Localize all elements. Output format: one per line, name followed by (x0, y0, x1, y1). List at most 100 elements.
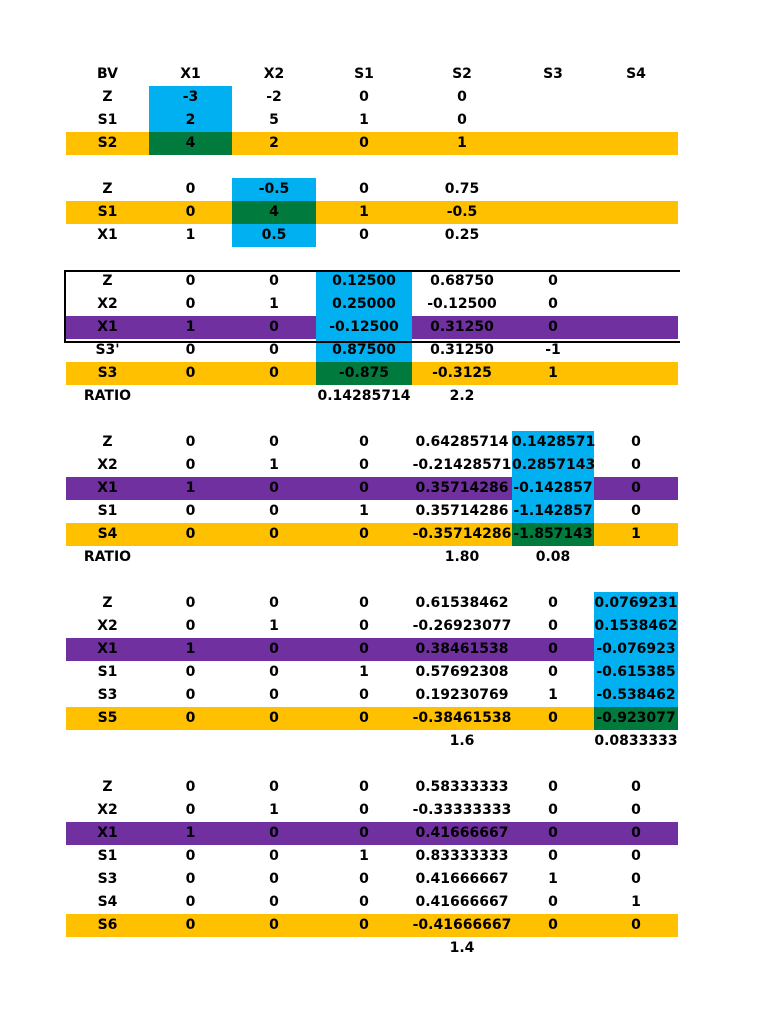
table-cell[interactable]: 0 (269, 434, 279, 450)
table-cell[interactable]: 0 (185, 296, 196, 312)
table-cell[interactable]: 0 (359, 618, 369, 634)
table-cell[interactable]: 0.12500 (316, 270, 412, 293)
basic-variable-cell[interactable]: X2 (97, 802, 118, 818)
basic-variable-cell[interactable]: S1 (97, 848, 118, 864)
table-cell[interactable]: 0 (269, 871, 279, 887)
table-cell[interactable] (149, 385, 232, 408)
table-cell[interactable]: 0 (185, 664, 196, 680)
basic-variable-cell[interactable]: S1 (97, 664, 118, 680)
table-cell[interactable]: 0 (269, 273, 279, 289)
table-cell[interactable]: 0 (269, 917, 279, 933)
table-cell[interactable]: -1.857143 (512, 523, 594, 546)
table-cell[interactable] (232, 408, 316, 431)
basic-variable-cell[interactable]: Z (102, 89, 113, 105)
table-cell[interactable]: 0 (359, 917, 369, 933)
table-cell[interactable]: 0 (269, 894, 279, 910)
table-cell[interactable]: 1 (631, 526, 641, 542)
table-cell[interactable]: 1 (269, 457, 279, 473)
basic-variable-cell[interactable] (66, 247, 149, 270)
basic-variable-cell[interactable]: S1 (97, 503, 118, 519)
table-cell[interactable]: 0 (359, 641, 369, 657)
table-cell[interactable]: 0.68750 (430, 273, 494, 289)
table-cell[interactable] (512, 201, 594, 224)
basic-variable-cell[interactable]: X1 (97, 319, 118, 335)
basic-variable-cell[interactable]: X2 (97, 618, 118, 634)
basic-variable-cell[interactable]: S3 (97, 871, 118, 887)
basic-variable-cell[interactable]: Z (102, 181, 113, 197)
table-cell[interactable] (412, 155, 512, 178)
table-cell[interactable] (512, 224, 594, 247)
table-cell[interactable]: 0 (185, 457, 196, 473)
table-cell[interactable]: 0 (185, 618, 196, 634)
table-cell[interactable] (512, 247, 594, 270)
table-cell[interactable]: 0 (359, 457, 369, 473)
table-cell[interactable]: 1 (359, 112, 369, 128)
table-cell[interactable]: -0.923077 (594, 707, 678, 730)
table-cell[interactable]: -0.538462 (594, 684, 678, 707)
table-cell[interactable]: X1 (180, 66, 201, 82)
table-cell[interactable] (149, 155, 232, 178)
table-cell[interactable]: 0 (185, 848, 196, 864)
table-cell[interactable]: 1 (631, 894, 641, 910)
table-cell[interactable]: 0 (631, 917, 641, 933)
table-cell[interactable] (512, 86, 594, 109)
table-cell[interactable] (512, 155, 594, 178)
table-cell[interactable]: 0.41666667 (415, 894, 509, 910)
table-cell[interactable] (316, 247, 412, 270)
table-cell[interactable]: -0.33333333 (412, 802, 512, 818)
basic-variable-cell[interactable]: X1 (97, 480, 118, 496)
table-cell[interactable]: 0 (185, 526, 196, 542)
table-cell[interactable]: 0 (359, 871, 369, 887)
table-cell[interactable] (149, 247, 232, 270)
table-cell[interactable] (594, 201, 678, 224)
table-cell[interactable] (232, 385, 316, 408)
table-cell[interactable]: -0.142857 (512, 477, 594, 500)
basic-variable-cell[interactable]: S3 (97, 365, 118, 381)
table-cell[interactable]: -0.615385 (594, 661, 678, 684)
table-cell[interactable]: 0 (185, 434, 196, 450)
table-cell[interactable]: S3 (543, 66, 563, 82)
table-cell[interactable]: 0 (548, 664, 558, 680)
table-cell[interactable]: 0.08 (535, 549, 571, 565)
table-cell[interactable]: 0.83333333 (415, 848, 509, 864)
table-cell[interactable] (232, 730, 316, 753)
table-cell[interactable]: 0 (548, 779, 558, 795)
table-cell[interactable] (316, 937, 412, 960)
table-cell[interactable]: 0 (269, 342, 279, 358)
basic-variable-cell[interactable] (66, 730, 149, 753)
table-cell[interactable]: 0 (359, 227, 369, 243)
table-cell[interactable]: -0.076923 (594, 638, 678, 661)
table-cell[interactable] (512, 385, 594, 408)
table-cell[interactable]: 2 (149, 109, 232, 132)
table-cell[interactable]: 1.80 (444, 549, 480, 565)
table-cell[interactable] (594, 178, 678, 201)
table-cell[interactable]: 0 (548, 825, 558, 841)
basic-variable-cell[interactable]: S2 (97, 135, 118, 151)
table-cell[interactable]: -3 (149, 86, 232, 109)
table-cell[interactable]: 0 (269, 848, 279, 864)
table-cell[interactable] (232, 937, 316, 960)
table-cell[interactable] (232, 546, 316, 569)
table-cell[interactable] (594, 362, 678, 385)
table-cell[interactable]: 0 (269, 526, 279, 542)
table-cell[interactable]: 0.87500 (316, 339, 412, 362)
table-cell[interactable] (594, 109, 678, 132)
table-cell[interactable]: 0.64285714 (415, 434, 509, 450)
table-cell[interactable] (594, 316, 678, 339)
table-cell[interactable]: 0 (185, 687, 196, 703)
table-cell[interactable]: 1 (185, 227, 196, 243)
table-cell[interactable]: 0 (185, 802, 196, 818)
table-cell[interactable]: 1 (185, 480, 196, 496)
table-cell[interactable] (316, 546, 412, 569)
table-cell[interactable]: 0 (185, 871, 196, 887)
basic-variable-cell[interactable]: X1 (97, 641, 118, 657)
table-cell[interactable]: 0 (269, 687, 279, 703)
table-cell[interactable]: 0 (548, 917, 558, 933)
table-cell[interactable]: 0 (185, 779, 196, 795)
table-cell[interactable]: 0 (631, 871, 641, 887)
basic-variable-cell[interactable]: Z (102, 434, 113, 450)
table-cell[interactable]: 0 (359, 434, 369, 450)
table-cell[interactable]: 0 (631, 779, 641, 795)
table-cell[interactable]: -0.5 (232, 178, 316, 201)
table-cell[interactable]: 0 (631, 503, 641, 519)
